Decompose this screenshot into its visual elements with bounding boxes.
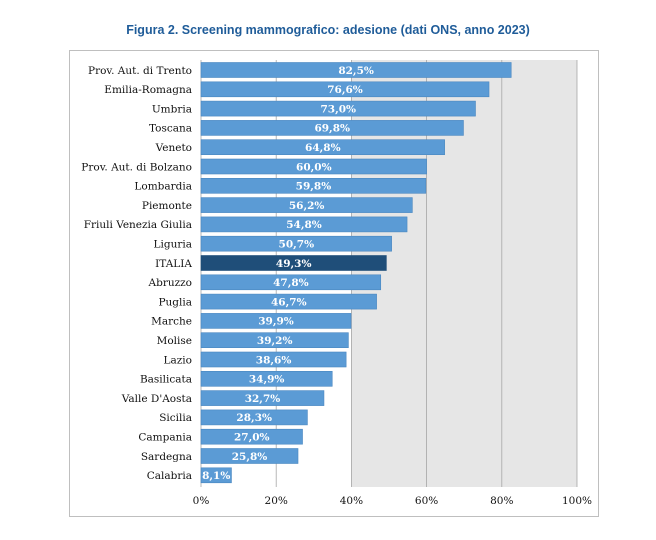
bar-14 (200, 332, 349, 349)
bar-6 (200, 178, 427, 194)
bar-18 (200, 409, 308, 426)
value-label-5: 60,0% (296, 161, 332, 173)
bar-2 (200, 100, 476, 117)
bar-3 (200, 120, 464, 136)
category-label-17: Valle D'Aosta (121, 393, 192, 405)
bar-20 (200, 448, 299, 464)
x-tick-label-20: 20% (265, 495, 288, 507)
value-label-21: 8,1% (202, 470, 230, 482)
category-label-12: Puglia (158, 296, 192, 308)
category-label-16: Basilicata (140, 374, 192, 386)
bar-19 (200, 428, 303, 445)
value-label-15: 38,6% (256, 354, 292, 366)
bar-5 (200, 158, 427, 175)
bar-8 (200, 216, 408, 233)
value-label-12: 46,7% (271, 296, 307, 308)
x-tick-label-100: 100% (562, 495, 592, 507)
category-label-2: Umbria (152, 103, 192, 115)
value-label-9: 50,7% (279, 239, 315, 251)
bar-7 (200, 197, 413, 213)
value-label-13: 39,9% (258, 316, 294, 328)
category-label-20: Sardegna (141, 451, 192, 463)
bar-12 (200, 293, 377, 310)
value-label-10: 49,3% (276, 258, 312, 270)
category-label-14: Molise (157, 335, 192, 347)
x-tick-label-80: 80% (490, 495, 513, 507)
value-label-0: 82,5% (338, 65, 374, 77)
value-label-18: 28,3% (236, 412, 272, 424)
value-label-20: 25,8% (232, 451, 268, 463)
category-label-15: Lazio (164, 354, 192, 366)
category-label-6: Lombardia (134, 181, 192, 193)
x-tick-label-0: 0% (193, 495, 210, 507)
category-label-10: ITALIA (155, 258, 192, 270)
bar-16 (200, 370, 333, 387)
bar-4 (200, 139, 445, 155)
category-label-9: Liguria (154, 239, 192, 251)
bar-0 (200, 62, 512, 78)
bar-21 (200, 467, 232, 484)
value-label-19: 27,0% (234, 432, 270, 444)
category-label-8: Friuli Venezia Giulia (84, 219, 192, 231)
bar-10 (200, 255, 387, 271)
bar-11 (200, 274, 382, 291)
value-label-14: 39,2% (257, 335, 293, 347)
category-label-7: Piemonte (142, 200, 192, 212)
category-label-19: Campania (138, 432, 192, 444)
category-label-1: Emilia-Romagna (104, 84, 192, 96)
category-label-11: Abruzzo (148, 277, 192, 289)
value-label-17: 32,7% (245, 393, 281, 405)
value-label-1: 76,6% (327, 84, 363, 96)
chart-title: Figura 2. Screening mammografico: adesio… (126, 23, 530, 37)
value-label-4: 64,8% (305, 142, 341, 154)
category-label-18: Sicilia (159, 412, 192, 424)
x-tick-label-60: 60% (415, 495, 438, 507)
value-label-6: 59,8% (296, 181, 332, 193)
value-label-8: 54,8% (286, 219, 322, 231)
bar-17 (200, 390, 325, 406)
value-label-3: 69,8% (314, 123, 350, 135)
value-label-7: 56,2% (289, 200, 325, 212)
value-label-11: 47,8% (273, 277, 309, 289)
category-label-4: Veneto (155, 142, 192, 154)
category-label-21: Calabria (147, 470, 192, 482)
x-tick-label-40: 40% (340, 495, 363, 507)
bar-9 (200, 235, 392, 252)
value-label-16: 34,9% (249, 374, 285, 386)
value-label-2: 73,0% (320, 103, 356, 115)
bar-15 (200, 351, 347, 368)
category-label-5: Prov. Aut. di Bolzano (81, 161, 192, 173)
category-label-0: Prov. Aut. di Trento (88, 65, 192, 77)
bar-13 (200, 313, 352, 329)
category-label-3: Toscana (149, 123, 192, 135)
category-label-13: Marche (151, 316, 192, 328)
bar-1 (200, 81, 490, 98)
